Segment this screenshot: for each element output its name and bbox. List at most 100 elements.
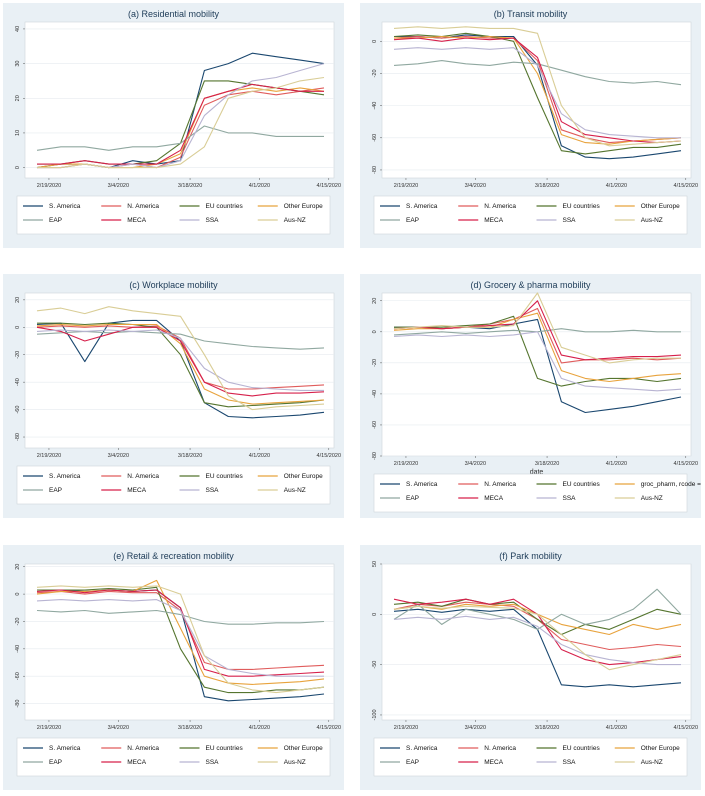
panel-residential: (a) Residential mobility 0 10 20 30 40 2/19/20… — [3, 3, 344, 248]
x-tick-label: 4/15/2020 — [317, 725, 341, 731]
chart-title: (d) Grocery & pharma mobility — [470, 280, 591, 290]
series-line-eap — [36, 125, 324, 151]
legend-label: MECA — [127, 759, 146, 766]
legend-label: N. America — [127, 473, 159, 480]
x-tick-label: 3/4/2020 — [108, 453, 129, 459]
panel-workplace: (c) Workplace mobility 20 0 -20 -40 -60 -80 2/1… — [3, 274, 344, 518]
legend-label: N. America — [484, 481, 516, 488]
series-line-aus-nz — [393, 605, 682, 671]
legend-label: N. America — [484, 745, 516, 752]
legend — [16, 737, 331, 777]
x-tick-label: 3/18/2020 — [535, 183, 559, 189]
y-tick-label: -40 — [372, 102, 378, 110]
legend-label: SSA — [563, 495, 577, 502]
series-line-aus-nz — [36, 585, 325, 694]
legend-label: MECA — [484, 495, 503, 502]
x-tick-label: 3/4/2020 — [465, 183, 486, 189]
x-tick-label: 3/18/2020 — [535, 461, 559, 467]
legend-label: EU countries — [206, 473, 244, 480]
panel-park: (f) Park mobility 50 0 -50 -100 2/19/2020 3/4/… — [360, 545, 701, 790]
legend-label: EAP — [49, 759, 62, 766]
legend-label: MECA — [484, 217, 503, 224]
y-tick-label: -60 — [15, 406, 21, 414]
series-line-aus-nz — [393, 26, 682, 147]
x-tick-label: 4/15/2020 — [317, 183, 341, 189]
plot-area — [24, 292, 335, 449]
y-tick-label: -80 — [15, 433, 21, 441]
legend — [373, 737, 688, 777]
x-tick-label: 4/1/2020 — [249, 453, 270, 459]
chart-title: (a) Residential mobility — [128, 9, 220, 19]
legend-label: groc_pharm, rcode == 4 — [641, 481, 701, 488]
legend-label: S. America — [49, 745, 81, 752]
y-tick-label: -60 — [372, 134, 378, 142]
legend-label: EU countries — [563, 203, 601, 210]
legend — [16, 465, 331, 505]
legend-label: EAP — [406, 495, 419, 502]
x-tick-label: 4/15/2020 — [674, 461, 698, 467]
legend-label: S. America — [406, 481, 438, 488]
y-tick-label: 0 — [15, 166, 21, 169]
series-line-ssa — [393, 615, 681, 666]
legend-label: Aus-NZ — [284, 217, 306, 224]
series-line-meca — [36, 326, 325, 397]
plot-area — [24, 21, 335, 179]
x-tick-label: 4/1/2020 — [249, 725, 270, 731]
x-tick-label: 2/19/2020 — [37, 725, 61, 731]
y-tick-label: 10 — [15, 130, 21, 136]
series-line-aus-nz — [36, 306, 325, 411]
series-line-aus-nz — [37, 76, 325, 169]
x-tick-label: 3/18/2020 — [178, 183, 202, 189]
series-line-eap — [393, 588, 682, 630]
series-line-meca — [36, 589, 325, 677]
y-tick-label: -20 — [372, 359, 378, 367]
y-tick-label: 0 — [372, 40, 378, 43]
legend — [373, 473, 688, 513]
series-line-aus-nz — [393, 292, 681, 364]
legend-label: S. America — [49, 203, 81, 210]
x-tick-label: 2/19/2020 — [37, 183, 61, 189]
y-tick-label: -80 — [372, 452, 378, 460]
x-tick-label: 4/1/2020 — [249, 183, 270, 189]
legend-label: SSA — [206, 217, 220, 224]
legend-label: Other Europe — [641, 745, 680, 752]
chart-title: (f) Park mobility — [499, 551, 562, 561]
legend-label: EAP — [406, 217, 419, 224]
series-line-meca — [393, 300, 682, 361]
chart-workplace: (c) Workplace mobility 20 0 -20 -40 -60 -80 2/1… — [15, 280, 341, 505]
series-line-other-europe — [36, 579, 325, 685]
chart-park: (f) Park mobility 50 0 -50 -100 2/19/2020 3/4/… — [372, 551, 698, 777]
y-tick-label: -100 — [372, 709, 378, 720]
y-tick-label: -80 — [372, 166, 378, 174]
y-tick-label: 20 — [15, 564, 21, 570]
x-tick-label: 3/4/2020 — [108, 183, 129, 189]
legend-label: EAP — [406, 759, 419, 766]
x-tick-label: 3/18/2020 — [535, 725, 559, 731]
series-line-eap — [36, 609, 325, 625]
x-tick-label: 3/4/2020 — [465, 461, 486, 467]
legend-label: SSA — [563, 759, 577, 766]
y-tick-label: -60 — [372, 421, 378, 429]
legend — [16, 195, 331, 235]
y-tick-label: -20 — [15, 351, 21, 359]
legend-label: MECA — [127, 487, 146, 494]
y-tick-label: -20 — [372, 69, 378, 77]
chart-title: (e) Retail & recreation mobility — [113, 551, 234, 561]
x-tick-label: 4/15/2020 — [674, 183, 698, 189]
legend-label: Aus-NZ — [641, 495, 663, 502]
x-tick-label: 2/19/2020 — [394, 461, 418, 467]
x-tick-label: 4/1/2020 — [606, 725, 627, 731]
legend-label: EAP — [49, 217, 62, 224]
legend-label: SSA — [563, 217, 577, 224]
legend-label: SSA — [206, 759, 220, 766]
y-tick-label: -80 — [15, 700, 21, 708]
y-tick-label: 20 — [15, 95, 21, 101]
legend-label: EU countries — [206, 745, 244, 752]
legend-label: Aus-NZ — [641, 759, 663, 766]
y-tick-label: -40 — [372, 390, 378, 398]
series-line-eu-countries — [393, 598, 682, 636]
x-tick-label: 2/19/2020 — [37, 453, 61, 459]
series-line-ssa — [36, 599, 324, 677]
legend-label: MECA — [484, 759, 503, 766]
plot-area — [381, 21, 692, 179]
